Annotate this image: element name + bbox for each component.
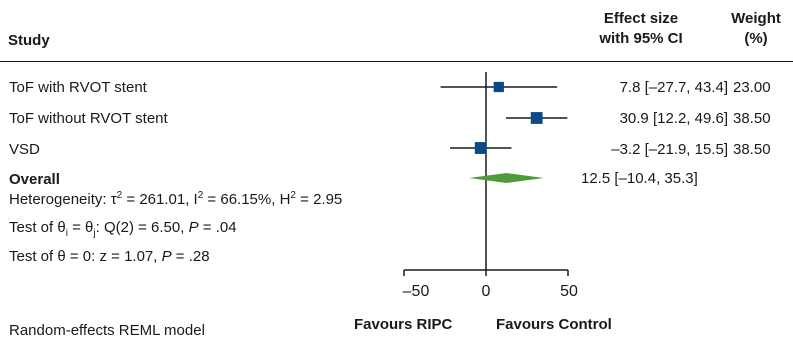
effect-size-text-tof-without-rvot-stent: 30.9 [12.2, 49.6]: [619, 110, 728, 127]
test2-part-b: = .28: [171, 248, 210, 265]
effect-size-column-header: Effect size with 95% CI: [580, 9, 702, 49]
i-squared-exp: 2: [197, 190, 204, 201]
weight-text-vsd: 38.50: [733, 141, 771, 158]
homogeneity-test-text: Test of θi = θj: Q(2) = 6.50, P = .04: [9, 219, 237, 239]
test1-part-c: : Q(2) = 6.50,: [95, 219, 189, 236]
effect-size-text-vsd: –3.2 [–21.9, 15.5]: [611, 141, 728, 158]
test1-part-a: Test of θ: [9, 219, 66, 236]
h-squared-exp: 2: [290, 190, 296, 201]
h-value: = 2.95: [295, 191, 343, 208]
heterogeneity-prefix: Heterogeneity: τ: [9, 191, 117, 208]
test1-part-d: = .04: [198, 219, 237, 236]
effect-size-header-line1: Effect size: [603, 10, 679, 27]
effect-size-text-overall: 12.5 [–10.4, 35.3]: [581, 170, 698, 187]
weight-header-line1: Weight: [731, 10, 781, 27]
test1-part-b: = θ: [67, 219, 94, 236]
overall-label: Overall: [9, 171, 60, 188]
weight-column-header: Weight (%): [723, 9, 789, 49]
header-divider: [0, 61, 793, 62]
point-estimate-study-3: [474, 142, 487, 154]
study-label-vsd: VSD: [9, 141, 40, 158]
test1-p-symbol: P: [188, 219, 199, 236]
overall-effect-test-text: Test of θ = 0: z = 1.07, P = .28: [9, 248, 210, 266]
weight-header-line2: (%): [744, 30, 768, 47]
study-column-header: Study: [8, 32, 50, 49]
point-estimate-study-2: [530, 112, 543, 124]
test1-sub-i: i: [65, 228, 68, 239]
x-tick-label-neg50: –50: [402, 283, 430, 300]
effect-size-header-line2: with 95% CI: [599, 30, 683, 47]
weight-text-tof-with-rvot-stent: 23.00: [733, 79, 771, 96]
tau-squared-exp: 2: [116, 190, 123, 201]
x-tick-label-50: 50: [560, 283, 578, 300]
x-tick-label-0: 0: [481, 283, 491, 300]
heterogeneity-text: Heterogeneity: τ2 = 261.01, I2 = 66.15%,…: [9, 191, 342, 209]
tau-value: = 261.01, I: [122, 191, 198, 208]
point-estimate-study-1: [493, 81, 504, 93]
study-label-tof-with-rvot-stent: ToF with RVOT stent: [9, 79, 147, 96]
test1-sub-j: j: [93, 228, 96, 239]
effect-size-text-tof-with-rvot-stent: 7.8 [–27.7, 43.4]: [619, 79, 728, 96]
test2-p-symbol: P: [161, 248, 172, 265]
overall-diamond: [468, 173, 544, 183]
i-value: = 66.15%, H: [203, 191, 291, 208]
test2-part-a: Test of θ = 0: z = 1.07,: [9, 248, 162, 265]
favours-control-label: Favours Control: [496, 316, 612, 333]
study-label-tof-without-rvot-stent: ToF without RVOT stent: [9, 110, 168, 127]
weight-text-tof-without-rvot-stent: 38.50: [733, 110, 771, 127]
favours-ripc-label: Favours RIPC: [354, 316, 453, 333]
model-note: Random-effects REML model: [9, 322, 205, 339]
